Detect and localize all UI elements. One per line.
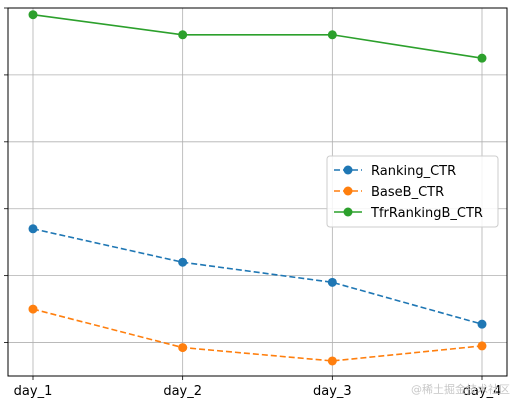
data-point <box>327 356 337 366</box>
data-point <box>327 30 337 40</box>
data-point <box>28 224 38 234</box>
plot-frame <box>7 7 508 377</box>
data-point <box>477 53 487 63</box>
data-point <box>327 277 337 287</box>
series-line <box>32 308 483 362</box>
legend-label: TfrRankingB_CTR <box>370 206 483 221</box>
series-line <box>32 228 483 325</box>
legend-marker <box>343 186 353 196</box>
series-Ranking_CTR <box>28 224 487 329</box>
series-BaseB_CTR <box>28 304 487 366</box>
x-tick-label: day_3 <box>313 384 352 399</box>
ticks: day_1 day_2 day_3 day_4 <box>4 7 502 399</box>
legend-label: Ranking_CTR <box>371 164 456 179</box>
legend-item: TfrRankingB_CTR <box>334 206 483 221</box>
series-TfrRankingB_CTR <box>28 10 487 63</box>
legend: Ranking_CTR BaseB_CTR TfrRankingB_CTR <box>326 155 499 228</box>
legend-marker <box>343 207 353 217</box>
watermark-text: @稀土掘金技术社区 <box>411 383 510 396</box>
x-tick-label: day_1 <box>14 384 53 399</box>
legend-item: BaseB_CTR <box>334 185 444 200</box>
legend-marker <box>343 165 353 175</box>
x-tick-label: day_4 <box>463 384 502 399</box>
legend-item: Ranking_CTR <box>334 164 456 179</box>
series-line <box>32 13 483 59</box>
data-point <box>28 304 38 314</box>
legend-label: BaseB_CTR <box>371 185 444 200</box>
series-layer <box>28 10 487 366</box>
data-point <box>477 319 487 329</box>
legend-box <box>326 155 499 228</box>
data-point <box>178 343 188 353</box>
data-point <box>178 30 188 40</box>
data-point <box>178 257 188 267</box>
x-tick-label: day_2 <box>163 384 202 399</box>
data-point <box>28 10 38 20</box>
data-point <box>477 341 487 351</box>
